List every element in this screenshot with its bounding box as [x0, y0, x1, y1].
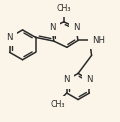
Text: N: N	[63, 76, 70, 84]
Text: N: N	[73, 23, 79, 32]
Text: N: N	[6, 33, 13, 42]
Text: N: N	[86, 76, 93, 84]
Text: CH₃: CH₃	[50, 100, 65, 109]
Text: N: N	[49, 23, 55, 32]
Text: NH: NH	[92, 36, 105, 45]
Text: CH₃: CH₃	[57, 4, 71, 13]
